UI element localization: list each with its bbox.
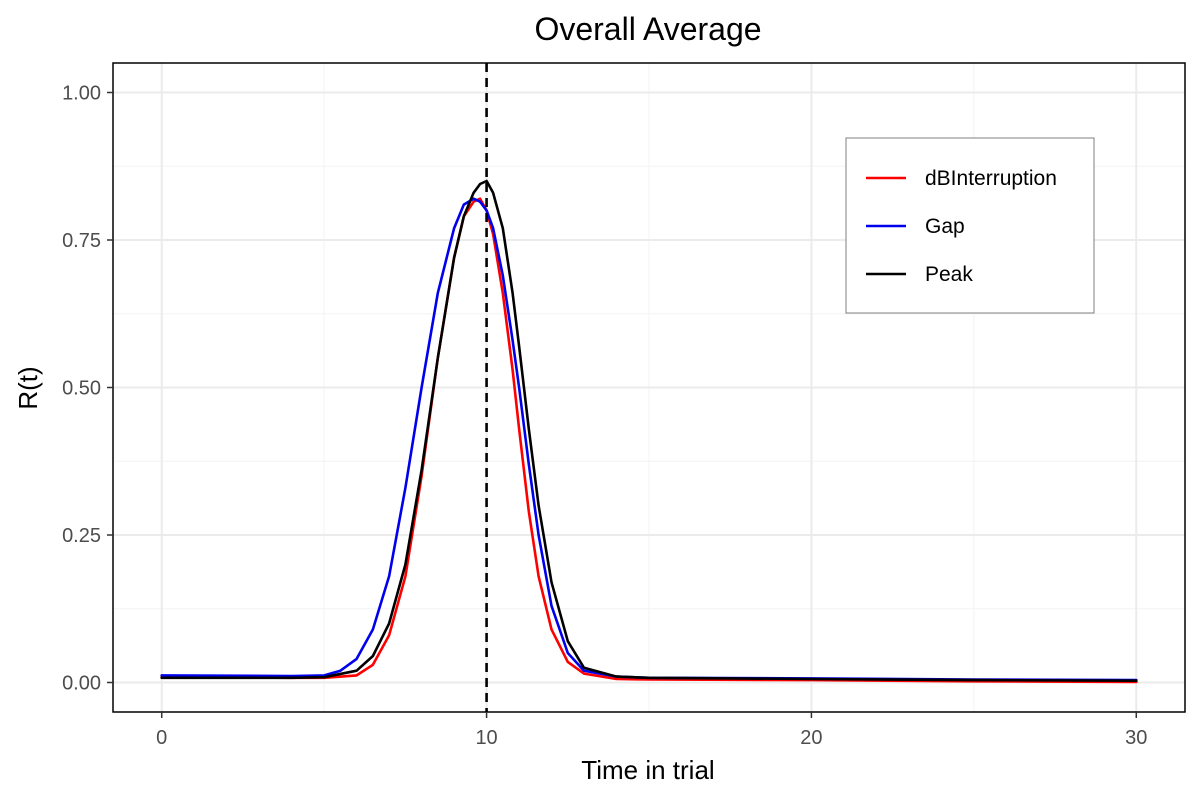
y-tick-label: 1.00 <box>62 83 101 105</box>
legend-label-peak: Peak <box>925 263 973 286</box>
y-tick-label: 0.00 <box>62 673 101 695</box>
chart-title: Overall Average <box>534 11 761 47</box>
x-axis-title: Time in trial <box>581 755 714 785</box>
series-line-gap <box>160 197 1138 682</box>
legend-label-dbinterruption: dBInterruption <box>925 167 1057 190</box>
series-line-peak <box>160 179 1138 682</box>
y-tick-label: 0.50 <box>62 378 101 400</box>
x-tick-label: 10 <box>475 727 497 749</box>
grid <box>113 63 1185 712</box>
x-tick-label: 30 <box>1125 727 1147 749</box>
x-tick-label: 0 <box>156 727 167 749</box>
y-tick-label: 0.75 <box>62 230 101 252</box>
legend: dBInterruption Gap Peak <box>845 137 1095 314</box>
x-tick-label: 20 <box>800 727 822 749</box>
legend-label-gap: Gap <box>925 215 965 238</box>
y-axis-title: R(t) <box>13 366 43 409</box>
y-tick-label: 0.25 <box>62 525 101 547</box>
x-axis: 0 10 20 30 <box>156 712 1147 749</box>
y-axis: 0.00 0.25 0.50 0.75 1.00 <box>62 83 113 695</box>
plot-lines <box>160 179 1138 684</box>
